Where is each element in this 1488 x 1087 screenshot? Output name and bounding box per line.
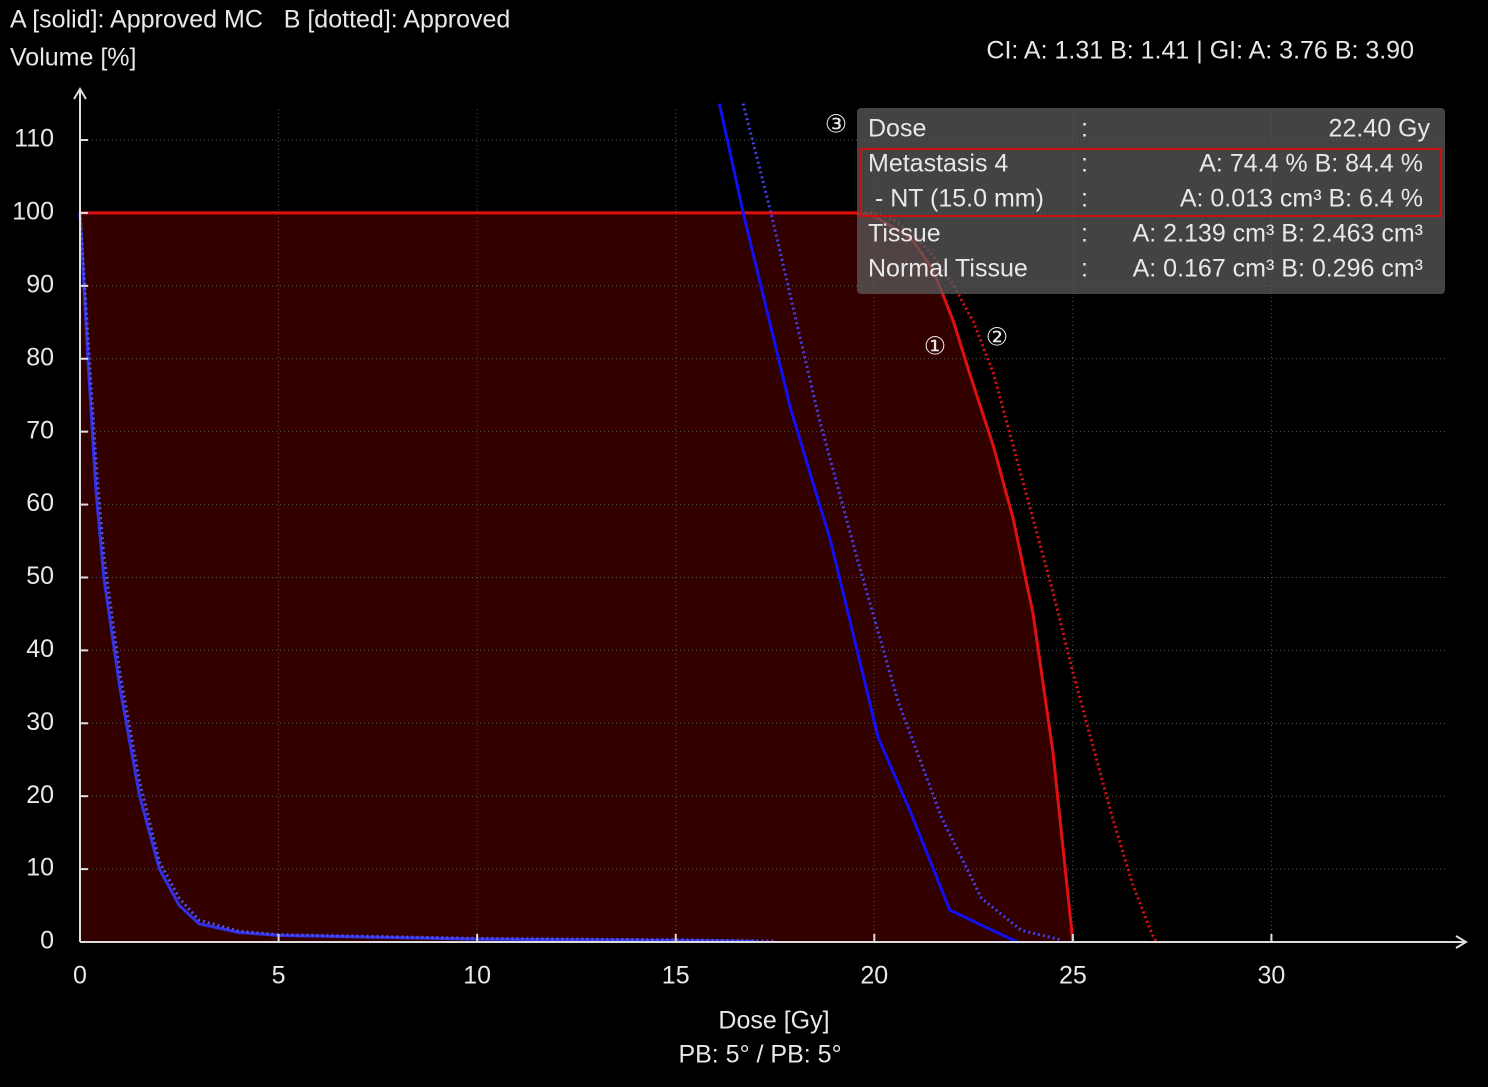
dvh-line <box>78 212 756 943</box>
footer: PB: 5° / PB: 5° <box>678 1041 841 1069</box>
tooltip-value: 22.40 Gy <box>1329 115 1431 143</box>
y-tick-label: 40 <box>26 635 54 663</box>
marker-label: ① <box>924 333 946 361</box>
y-tick-label: 60 <box>26 489 54 517</box>
tooltip-separator: : <box>1081 255 1088 283</box>
chart-title: A [solid]: Approved MC B [dotted]: Appro… <box>10 6 510 34</box>
tooltip-label: Tissue <box>868 220 941 248</box>
tooltip-separator: : <box>1081 150 1088 178</box>
tooltip-value: A: 0.013 cm³ B: 6.4 % <box>1180 185 1423 213</box>
y-tick-label: 80 <box>26 343 54 371</box>
y-axis-label: Volume [%] <box>10 44 136 72</box>
x-tick-label: 20 <box>860 962 888 990</box>
y-tick-label: 10 <box>26 854 54 882</box>
tooltip-label: Normal Tissue <box>868 255 1028 283</box>
tooltip-value: A: 2.139 cm³ B: 2.463 cm³ <box>1133 220 1423 248</box>
x-tick-label: 5 <box>272 962 286 990</box>
y-axis-arrow <box>73 87 87 100</box>
tooltip-box <box>857 108 1445 294</box>
tooltip-label: Metastasis 4 <box>868 150 1008 178</box>
indices: CI: A: 1.31 B: 1.41 | GI: A: 3.76 B: 3.9… <box>986 37 1414 65</box>
dvh-line <box>741 103 1062 942</box>
dvh-line <box>78 212 776 943</box>
tooltip-separator: : <box>1081 185 1088 213</box>
tooltip-separator: : <box>1081 115 1088 143</box>
tooltip-highlight <box>860 148 1442 217</box>
x-tick-label: 30 <box>1258 962 1286 990</box>
marker-label: ③ <box>825 111 847 139</box>
tooltip-separator: : <box>1081 220 1088 248</box>
tooltip-value: A: 0.167 cm³ B: 0.296 cm³ <box>1133 255 1423 283</box>
y-tick-label: 90 <box>26 270 54 298</box>
x-axis-arrow <box>1455 935 1468 949</box>
x-tick-label: 15 <box>662 962 690 990</box>
y-tick-label: 70 <box>26 416 54 444</box>
x-axis-label: Dose [Gy] <box>718 1007 829 1035</box>
x-tick-label: 10 <box>463 962 491 990</box>
x-tick-label: 25 <box>1059 962 1087 990</box>
y-tick-label: 0 <box>40 927 54 955</box>
y-tick-label: 30 <box>26 708 54 736</box>
tooltip-label: - NT (15.0 mm) <box>868 185 1044 213</box>
marker-label: ② <box>986 324 1008 352</box>
y-tick-label: 110 <box>14 125 54 153</box>
tooltip-label: Dose <box>868 115 926 143</box>
y-tick-label: 50 <box>26 562 54 590</box>
y-tick-label: 20 <box>26 781 54 809</box>
y-tick-label: 100 <box>12 198 54 226</box>
dvh-line <box>717 103 1018 944</box>
tooltip-value: A: 74.4 % B: 84.4 % <box>1199 150 1423 178</box>
x-tick-label: 0 <box>73 962 87 990</box>
